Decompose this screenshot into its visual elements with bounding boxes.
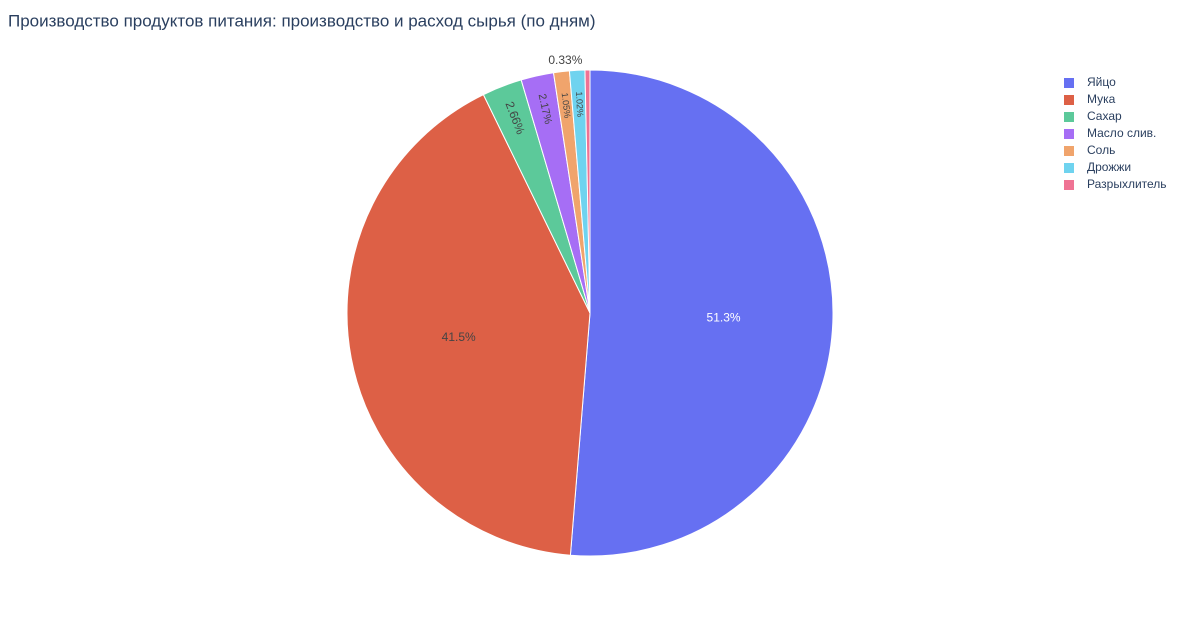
pie-slice — [346, 93, 591, 556]
legend-swatch — [1064, 163, 1074, 173]
legend-label: Масло слив. — [1087, 126, 1156, 140]
slice-label: 0.33% — [548, 53, 582, 67]
slice-label: 1.02% — [574, 91, 585, 117]
legend-label: Яйцо — [1087, 75, 1116, 89]
pie-slice — [584, 69, 591, 314]
legend-swatch — [1064, 112, 1074, 122]
chart-title: Производство продуктов питания: производ… — [8, 11, 596, 30]
legend-swatch — [1064, 95, 1074, 105]
legend-swatch — [1064, 146, 1074, 156]
legend-label: Дрожжи — [1087, 160, 1131, 174]
legend-swatch — [1064, 129, 1074, 139]
legend-label: Разрыхлитель — [1087, 177, 1167, 191]
legend-label: Соль — [1087, 143, 1115, 157]
pie-slice — [569, 69, 834, 557]
slice-label: 1.05% — [560, 92, 573, 119]
legend-label: Мука — [1087, 92, 1116, 106]
slice-label: 51.3% — [707, 311, 741, 325]
legend-label: Сахар — [1087, 109, 1122, 123]
legend-swatch — [1064, 180, 1074, 190]
legend-swatch — [1064, 78, 1074, 88]
slice-label: 41.5% — [442, 330, 476, 344]
